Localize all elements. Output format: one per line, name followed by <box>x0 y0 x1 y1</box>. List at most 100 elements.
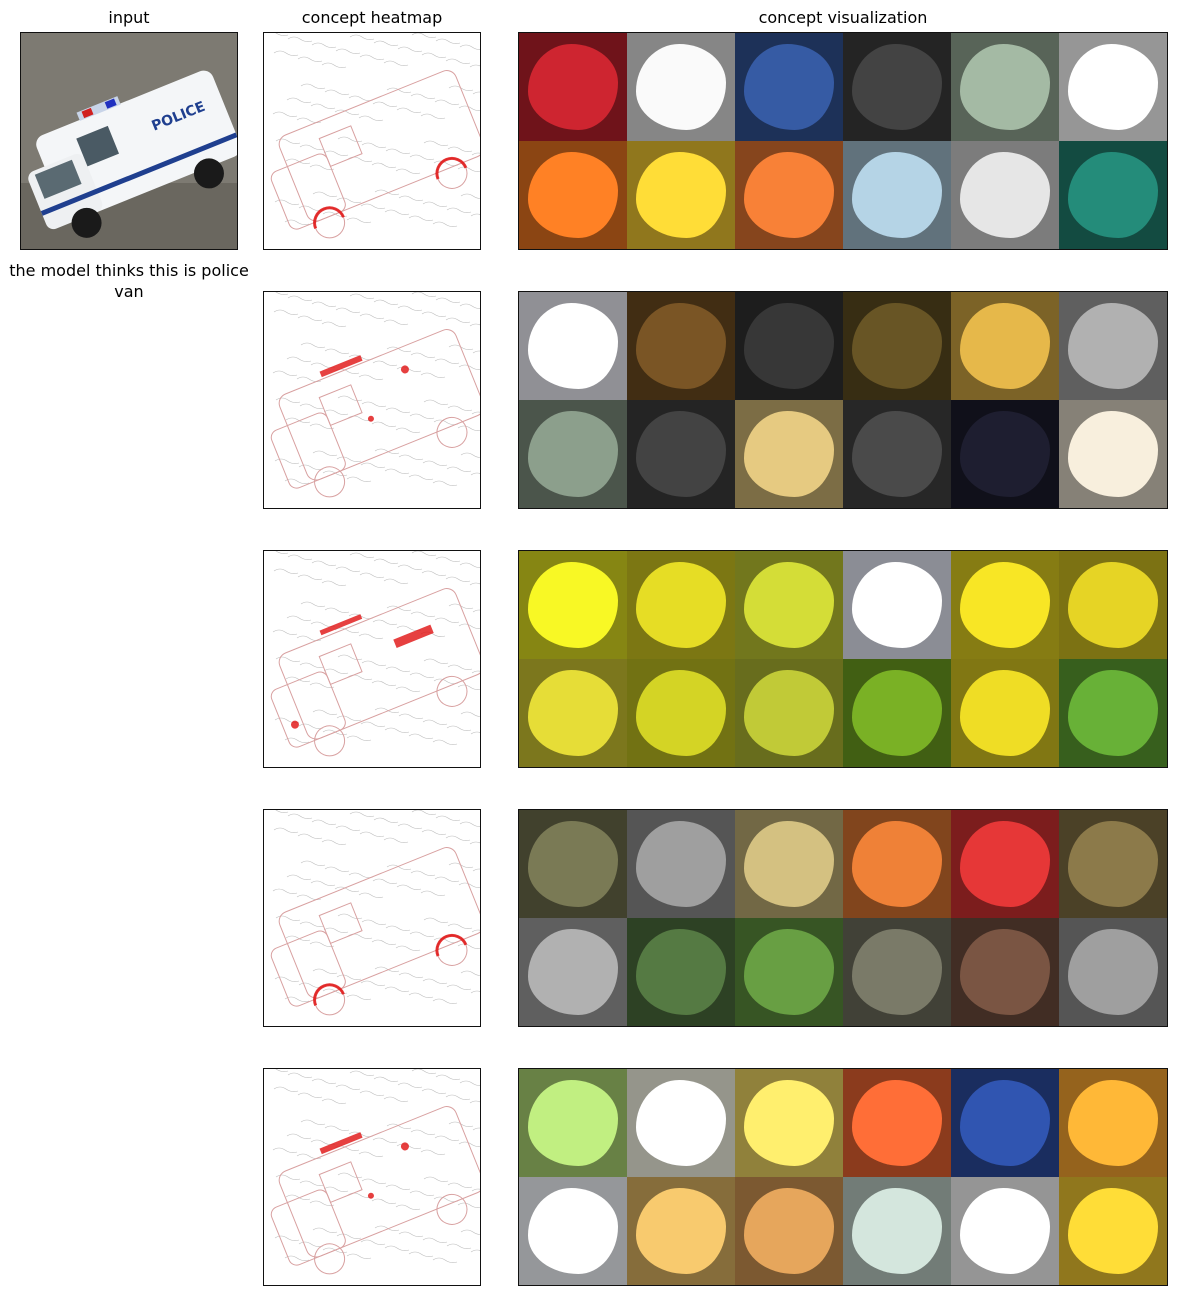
heatmap-image <box>264 810 480 1026</box>
concept-example-tile <box>843 551 951 659</box>
tile-highlight-region <box>527 820 619 908</box>
tile-highlight-region <box>1067 561 1159 649</box>
tile-highlight-region <box>1067 928 1159 1016</box>
concept-example-tile <box>843 1069 951 1177</box>
tile-highlight-region <box>1067 820 1159 908</box>
visualization-header: concept visualization <box>758 8 928 27</box>
concept-visualization-grid <box>518 809 1168 1027</box>
tile-highlight-region <box>743 669 835 757</box>
concept-example-tile <box>627 659 735 767</box>
tile-highlight-region <box>527 1187 619 1275</box>
concept-example-tile <box>627 292 735 400</box>
concept-example-tile <box>519 33 627 141</box>
tile-highlight-region <box>851 928 943 1016</box>
concept-example-tile <box>735 1177 843 1285</box>
tile-highlight-region <box>959 151 1051 239</box>
concept-example-tile <box>951 551 1059 659</box>
concept-example-tile <box>519 292 627 400</box>
concept-example-tile <box>843 659 951 767</box>
concept-example-tile <box>951 659 1059 767</box>
concept-example-tile <box>627 918 735 1026</box>
concept-example-tile <box>519 918 627 1026</box>
concept-example-tile <box>843 810 951 918</box>
heatmap-image <box>264 1069 480 1285</box>
concept-example-tile <box>843 141 951 249</box>
tile-highlight-region <box>1067 669 1159 757</box>
concept-example-tile <box>519 400 627 508</box>
tile-highlight-region <box>1067 1079 1159 1167</box>
heatmap-image <box>264 33 480 249</box>
tile-highlight-region <box>959 561 1051 649</box>
tile-highlight-region <box>527 302 619 390</box>
concept-heatmap <box>263 550 481 768</box>
tile-highlight-region <box>959 302 1051 390</box>
tile-highlight-region <box>743 1187 835 1275</box>
concept-example-tile <box>735 400 843 508</box>
concept-example-tile <box>735 141 843 249</box>
heatmap-header: concept heatmap <box>301 8 443 27</box>
heatmap-image <box>264 292 480 508</box>
tile-highlight-region <box>959 1079 1051 1167</box>
tile-highlight-region <box>743 820 835 908</box>
concept-example-tile <box>519 659 627 767</box>
concept-example-tile <box>627 33 735 141</box>
tile-highlight-region <box>527 151 619 239</box>
police-van-illustration: POLICE <box>21 33 237 249</box>
tile-highlight-region <box>635 43 727 131</box>
heatmap-image <box>264 551 480 767</box>
concept-example-tile <box>735 810 843 918</box>
tile-highlight-region <box>743 151 835 239</box>
concept-heatmap <box>263 809 481 1027</box>
concept-example-tile <box>519 1069 627 1177</box>
tile-highlight-region <box>635 302 727 390</box>
concept-visualization-grid <box>518 550 1168 768</box>
concept-example-tile <box>1059 810 1167 918</box>
concept-example-tile <box>951 918 1059 1026</box>
tile-highlight-region <box>1067 43 1159 131</box>
concept-example-tile <box>519 1177 627 1285</box>
concept-example-tile <box>1059 659 1167 767</box>
concept-example-tile <box>951 1177 1059 1285</box>
concept-example-tile <box>735 33 843 141</box>
concept-example-tile <box>735 918 843 1026</box>
concept-example-tile <box>627 551 735 659</box>
tile-highlight-region <box>635 928 727 1016</box>
model-prediction-caption: the model thinks this is police van <box>9 261 249 301</box>
tile-highlight-region <box>1067 151 1159 239</box>
tile-highlight-region <box>743 43 835 131</box>
concept-heatmap <box>263 1068 481 1286</box>
tile-highlight-region <box>959 410 1051 498</box>
tile-highlight-region <box>1067 410 1159 498</box>
tile-highlight-region <box>527 1079 619 1167</box>
concept-example-tile <box>1059 1177 1167 1285</box>
tile-highlight-region <box>635 1187 727 1275</box>
tile-highlight-region <box>743 410 835 498</box>
tile-highlight-region <box>959 669 1051 757</box>
tile-highlight-region <box>635 561 727 649</box>
concept-example-tile <box>843 33 951 141</box>
concept-example-tile <box>951 810 1059 918</box>
tile-highlight-region <box>1067 1187 1159 1275</box>
concept-example-tile <box>627 400 735 508</box>
concept-example-tile <box>843 1177 951 1285</box>
tile-highlight-region <box>851 1187 943 1275</box>
tile-highlight-region <box>635 820 727 908</box>
tile-highlight-region <box>527 43 619 131</box>
concept-visualization-grid <box>518 291 1168 509</box>
tile-highlight-region <box>851 1079 943 1167</box>
tile-highlight-region <box>743 302 835 390</box>
tile-highlight-region <box>527 410 619 498</box>
tile-highlight-region <box>959 928 1051 1016</box>
tile-highlight-region <box>635 151 727 239</box>
concept-heatmap <box>263 32 481 250</box>
tile-highlight-region <box>743 561 835 649</box>
tile-highlight-region <box>743 928 835 1016</box>
concept-example-tile <box>735 551 843 659</box>
concept-visualization-grid <box>518 1068 1168 1286</box>
concept-example-tile <box>951 400 1059 508</box>
tile-highlight-region <box>743 1079 835 1167</box>
concept-example-tile <box>735 292 843 400</box>
tile-highlight-region <box>635 410 727 498</box>
concept-example-tile <box>627 810 735 918</box>
concept-example-tile <box>519 810 627 918</box>
